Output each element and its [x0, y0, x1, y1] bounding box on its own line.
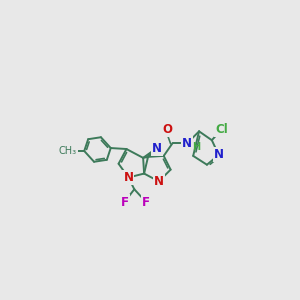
- Text: H: H: [193, 142, 201, 152]
- Text: O: O: [163, 123, 173, 136]
- Text: N: N: [154, 175, 164, 188]
- Text: N: N: [214, 148, 224, 161]
- Text: N: N: [123, 171, 134, 184]
- Text: F: F: [121, 196, 128, 208]
- Text: N: N: [152, 142, 162, 154]
- Text: CH₃: CH₃: [59, 146, 77, 156]
- Text: Cl: Cl: [215, 123, 228, 136]
- Text: N: N: [182, 136, 192, 150]
- Text: F: F: [142, 196, 150, 208]
